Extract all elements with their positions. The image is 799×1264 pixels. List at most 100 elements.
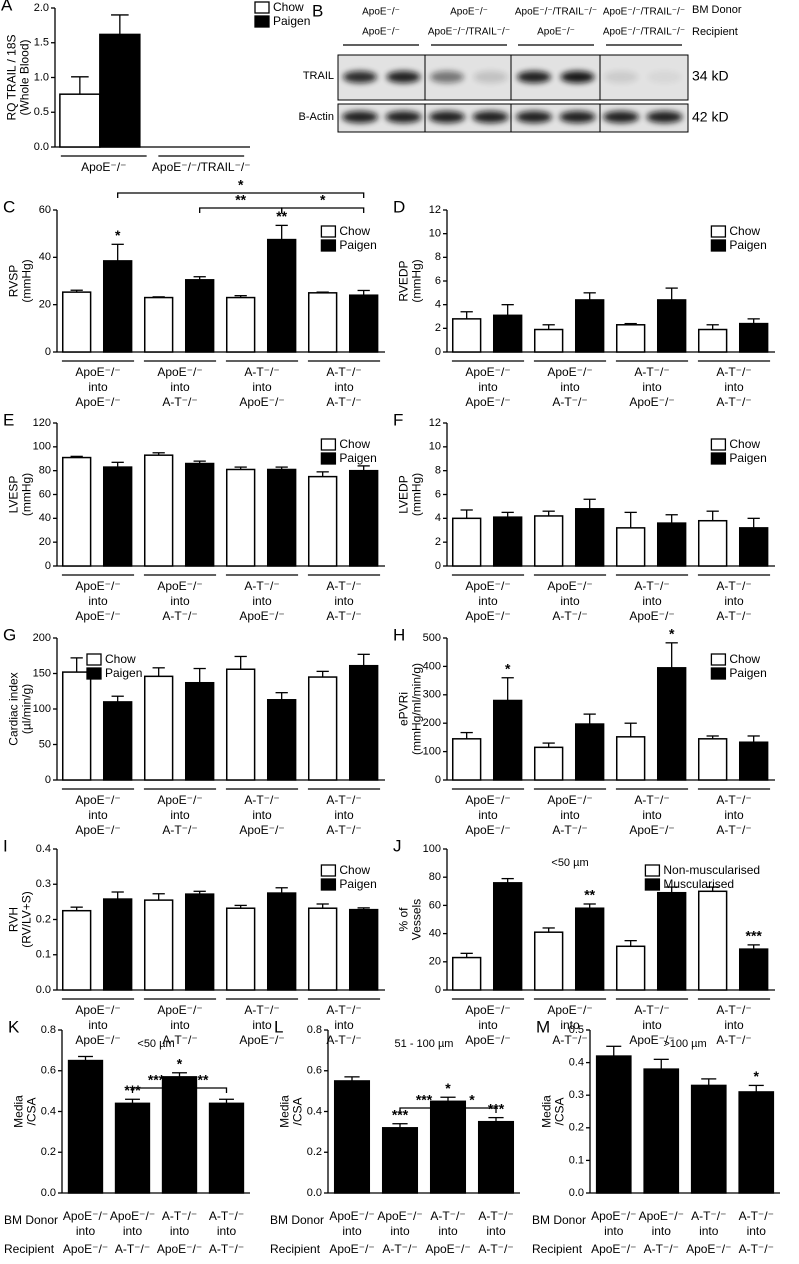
bracket xyxy=(447,1107,497,1113)
bar xyxy=(656,522,687,567)
x-tick-label: A-T⁻/⁻ xyxy=(162,1033,197,1047)
bar xyxy=(574,508,605,567)
bar xyxy=(615,945,646,991)
x-tick-label: A-T⁻/⁻ xyxy=(716,1003,751,1017)
recipient-label: Recipient xyxy=(692,26,738,38)
bar xyxy=(492,699,523,781)
legend-swatch xyxy=(320,452,337,465)
y-tick-label: 0.2 xyxy=(307,1146,322,1158)
size-label: 42 kD xyxy=(692,109,729,125)
y-tick-label: 200 xyxy=(33,632,51,644)
x-tick-label: ApoE⁻/⁻ xyxy=(63,1242,108,1256)
x-tick-label: A-T⁻/⁻ xyxy=(326,395,361,409)
donor-label: BM Donor xyxy=(692,4,742,16)
bar xyxy=(451,517,482,567)
x-tick-label: into xyxy=(652,1224,672,1238)
donor: ApoE⁻/⁻/TRAIL⁻/⁻ xyxy=(603,7,685,18)
legend-swatch xyxy=(710,452,727,465)
bar xyxy=(266,892,297,991)
x-tick-label: A-T⁻/⁻ xyxy=(644,1242,679,1256)
bar xyxy=(451,318,482,353)
panel-letter: G xyxy=(3,625,16,644)
x-tick-label: into xyxy=(170,380,190,394)
bracket-label: *** xyxy=(416,1092,433,1108)
bracket xyxy=(117,192,365,198)
x-tick-label: ApoE⁻/⁻ xyxy=(75,1033,120,1047)
significance: * xyxy=(445,1080,451,1096)
y-tick-label: 300 xyxy=(423,689,441,701)
x-tick-label: A-T⁻/⁻ xyxy=(478,1209,513,1223)
y-tick-label: 4 xyxy=(435,299,441,311)
y-axis-label: (mmHg/ml/min/g) xyxy=(410,663,424,755)
band xyxy=(386,71,421,83)
bracket-label: *** xyxy=(148,1072,165,1088)
y-tick-label: 0 xyxy=(45,560,51,572)
y-tick-label: 0 xyxy=(435,346,441,358)
x-tick-label: ApoE⁻/⁻ xyxy=(239,609,284,623)
y-tick-label: 0.6 xyxy=(41,1065,56,1077)
bracket-label: * xyxy=(469,1092,475,1108)
panel-letter: K xyxy=(8,1017,20,1036)
y-tick-label: 60 xyxy=(39,488,51,500)
significance: *** xyxy=(392,1106,409,1122)
bands xyxy=(342,55,683,132)
x-tick-label: into xyxy=(170,1018,190,1032)
bracket-label: * xyxy=(238,177,244,193)
x-tick-label: into xyxy=(560,380,580,394)
x-tick-label: into xyxy=(478,808,498,822)
x-tick-label: A-T⁻/⁻ xyxy=(162,823,197,837)
y-axis-label: % of xyxy=(397,907,411,932)
legend-swatch xyxy=(710,653,727,666)
x-tick-label: ApoE⁻/⁻ xyxy=(639,1209,684,1223)
legend-label: Chow xyxy=(339,863,370,877)
x-tick-label: A-T⁻/⁻ xyxy=(326,793,361,807)
band xyxy=(343,71,377,83)
row-label: BM Donor xyxy=(270,1213,324,1227)
y-tick-label: 0.3 xyxy=(569,1089,584,1101)
legend-label: Paigen xyxy=(729,451,766,465)
legend-swatch xyxy=(320,864,337,877)
bar xyxy=(574,907,605,991)
x-tick-label: A-T⁻/⁻ xyxy=(162,1209,197,1223)
y-axis-label: (Whole Blood) xyxy=(18,39,32,115)
bar xyxy=(697,519,728,567)
legend-swatch xyxy=(644,864,661,877)
legend-label: Muscularised xyxy=(663,877,734,891)
x-tick-label: into xyxy=(170,1224,190,1238)
y-tick-label: 20 xyxy=(429,956,441,968)
bar xyxy=(61,291,92,353)
x-tick-label: into xyxy=(88,594,108,608)
y-tick-label: 40 xyxy=(39,512,51,524)
bar xyxy=(738,1091,775,1194)
x-tick-label: ApoE⁻/⁻ xyxy=(157,1003,202,1017)
y-tick-label: 6 xyxy=(435,488,441,500)
x-tick-label: A-T⁻/⁻ xyxy=(552,609,587,623)
x-tick-label: A-T⁻/⁻ xyxy=(115,1242,150,1256)
y-tick-label: 0.2 xyxy=(36,913,51,925)
y-axis-label: Media xyxy=(540,1095,554,1128)
y-tick-label: 0.4 xyxy=(41,1105,56,1117)
legend-swatch xyxy=(710,667,727,680)
y-axis-label: (mmHg) xyxy=(20,473,34,516)
legend-swatch xyxy=(254,1,270,14)
y-tick-label: 0.4 xyxy=(569,1057,584,1069)
panel-letter: M xyxy=(536,1017,550,1036)
significance: * xyxy=(669,626,675,642)
band xyxy=(429,111,465,123)
significance: * xyxy=(177,1055,183,1071)
bar xyxy=(67,1059,104,1194)
y-tick-label: 0.6 xyxy=(307,1065,322,1077)
bar xyxy=(225,668,256,781)
x-tick-label: into xyxy=(724,594,744,608)
x-tick-label: A-T⁻/⁻ xyxy=(162,395,197,409)
bar xyxy=(429,1100,467,1194)
legend-swatch xyxy=(320,239,337,252)
y-axis-label: (RV/LV+S) xyxy=(20,891,34,948)
legend-swatch xyxy=(320,438,337,451)
bar xyxy=(697,890,728,991)
bar xyxy=(477,1120,515,1194)
bar xyxy=(99,33,141,148)
bar xyxy=(143,296,174,353)
recipient: ApoE⁻/⁻ xyxy=(362,27,400,38)
x-tick-label: ApoE⁻/⁻ xyxy=(157,579,202,593)
